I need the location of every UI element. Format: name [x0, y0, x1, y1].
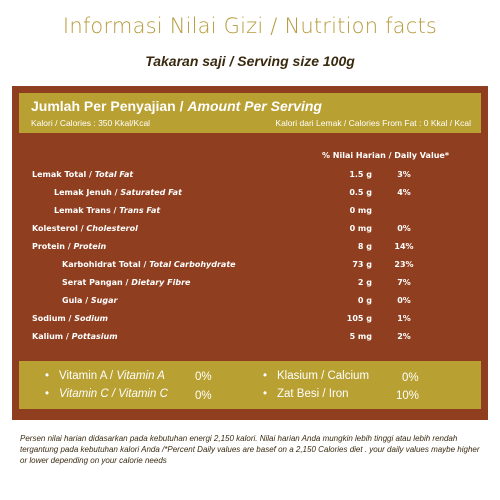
nutrient-name: Lemak Total / Total Fat	[32, 170, 133, 179]
nutrient-name-en: Cholesterol	[86, 224, 138, 233]
nutrient-amount: 5 mg	[349, 332, 372, 341]
vitamin-a-id: Vitamin A /	[59, 370, 117, 382]
nutrient-name-id: Lemak Trans /	[54, 206, 120, 215]
bullet-icon: •	[45, 388, 50, 400]
nutrient-row-total-carbohydrate: Karbohidrat Total / Total Carbohydrate 7…	[12, 260, 488, 276]
vitamin-c-en: Vitamin C	[118, 388, 168, 400]
nutrient-name-en: Total Carbohydrate	[149, 260, 236, 269]
nutrient-amount: 0 g	[357, 296, 372, 305]
nutrient-amount: 105 g	[346, 314, 372, 323]
nutrient-amount: 0 mg	[349, 206, 372, 215]
vitamin-a-value: 0%	[195, 371, 212, 383]
nutrient-name-en: Sugar	[90, 296, 118, 305]
nutrient-name-en: Protein	[73, 242, 107, 251]
amount-per-serving-en: Amount Per Serving	[187, 98, 322, 114]
nutrient-row-protein: Protein / Protein 8 g 14%	[12, 242, 488, 258]
nutrition-panel: Jumlah Per Penyajian / Amount Per Servin…	[12, 86, 488, 420]
iron-text: Zat Besi / Iron	[277, 388, 349, 400]
page-title: Informasi Nilai Gizi / Nutrition facts	[62, 14, 438, 38]
footnote: Persen nilai harian didasarkan pada kebu…	[20, 434, 480, 465]
nutrient-name: Sodium / Sodium	[32, 314, 108, 323]
amount-per-serving-title: Jumlah Per Penyajian / Amount Per Servin…	[31, 98, 322, 114]
nutrient-name-id: Kolesterol /	[32, 224, 87, 233]
vitamin-c-label: • Vitamin C / Vitamin C	[45, 388, 168, 400]
nutrient-name-id: Protein /	[32, 242, 74, 251]
nutrient-row-saturated-fat: Lemak Jenuh / Saturated Fat 0.5 g 4%	[12, 188, 488, 204]
nutrient-daily-value: 0%	[397, 296, 411, 305]
calcium-label: • Klasium / Calcium	[263, 370, 369, 382]
amount-per-serving-band: Jumlah Per Penyajian / Amount Per Servin…	[19, 93, 481, 133]
vitamin-c-id: Vitamin C /	[59, 388, 119, 400]
calories-from-fat-label: Kalori dari Lemak / Calories From Fat : …	[275, 118, 471, 128]
nutrient-name-id: Sodium /	[32, 314, 75, 323]
amount-per-serving-id: Jumlah Per Penyajian /	[31, 98, 188, 114]
nutrient-row-potassium: Kalium / Pottasium 5 mg 2%	[12, 332, 488, 348]
bullet-icon: •	[45, 370, 50, 382]
nutrient-daily-value: 0%	[397, 224, 411, 233]
nutrient-daily-value: 23%	[394, 260, 414, 269]
nutrient-amount: 2 g	[357, 278, 372, 287]
nutrient-name-id: Karbohidrat Total /	[62, 260, 150, 269]
nutrient-name: Serat Pangan / Dietary Fibre	[62, 278, 190, 287]
calcium-value: 0%	[402, 372, 419, 384]
nutrient-name-en: Total Fat	[94, 170, 134, 179]
nutrient-name: Kalium / Pottasium	[32, 332, 118, 341]
bullet-icon: •	[263, 370, 268, 382]
vitamins-band: • Vitamin A / Vitamin A 0% • Vitamin C / V…	[19, 361, 481, 409]
nutrient-row-total-fat: Lemak Total / Total Fat 1.5 g 3%	[12, 170, 488, 186]
nutrient-row-sodium: Sodium / Sodium 105 g 1%	[12, 314, 488, 330]
nutrient-name: Lemak Trans / Trans Fat	[54, 206, 160, 215]
vitamin-a-en: Vitamin A	[116, 370, 165, 382]
nutrient-row-dietary-fibre: Serat Pangan / Dietary Fibre 2 g 7%	[12, 278, 488, 294]
nutrient-name: Lemak Jenuh / Saturated Fat	[54, 188, 182, 197]
iron-value: 10%	[396, 390, 420, 402]
nutrient-daily-value: 14%	[394, 242, 414, 251]
nutrient-row-sugar: Gula / Sugar 0 g 0%	[12, 296, 488, 312]
calcium-text: Klasium / Calcium	[277, 370, 370, 382]
nutrient-amount: 1.5 g	[349, 170, 372, 179]
nutrient-name: Kolesterol / Cholesterol	[32, 224, 138, 233]
nutrient-name-en: Pottasium	[71, 332, 118, 341]
bullet-icon: •	[263, 388, 268, 400]
nutrient-name-id: Serat Pangan /	[62, 278, 132, 287]
nutrient-name-id: Lemak Jenuh /	[54, 188, 121, 197]
nutrient-name-id: Lemak Total /	[32, 170, 95, 179]
nutrient-name-en: Trans Fat	[119, 206, 161, 215]
nutrient-daily-value: 2%	[397, 332, 411, 341]
vitamin-a-label: • Vitamin A / Vitamin A	[45, 370, 165, 382]
nutrient-name: Gula / Sugar	[62, 296, 117, 305]
nutrient-row-cholesterol: Kolesterol / Cholesterol 0 mg 0%	[12, 224, 488, 240]
iron-label: • Zat Besi / Iron	[263, 388, 349, 400]
nutrient-daily-value: 1%	[397, 314, 411, 323]
nutrient-name-id: Gula /	[62, 296, 91, 305]
nutrient-amount: 0 mg	[349, 224, 372, 233]
nutrient-row-trans-fat: Lemak Trans / Trans Fat 0 mg	[12, 206, 488, 222]
nutrient-amount: 73 g	[352, 260, 372, 269]
nutrient-name-en: Saturated Fat	[120, 188, 182, 197]
nutrient-daily-value: 4%	[397, 188, 411, 197]
daily-value-header: % Nilai Harian / Daily Value*	[322, 151, 449, 160]
vitamin-c-value: 0%	[195, 390, 212, 402]
nutrient-name: Karbohidrat Total / Total Carbohydrate	[62, 260, 236, 269]
nutrient-daily-value: 7%	[397, 278, 411, 287]
nutrient-name-en: Sodium	[74, 314, 109, 323]
nutrient-name: Protein / Protein	[32, 242, 106, 251]
nutrient-daily-value: 3%	[397, 170, 411, 179]
serving-size: Takaran saji / Serving size 100g	[145, 53, 355, 69]
calories-label: Kalori / Calories : 350 Kkal/Kcal	[31, 118, 151, 128]
nutrient-amount: 8 g	[357, 242, 372, 251]
nutrient-amount: 0.5 g	[349, 188, 372, 197]
nutrient-name-en: Dietary Fibre	[131, 278, 191, 287]
nutrient-name-id: Kalium /	[32, 332, 72, 341]
